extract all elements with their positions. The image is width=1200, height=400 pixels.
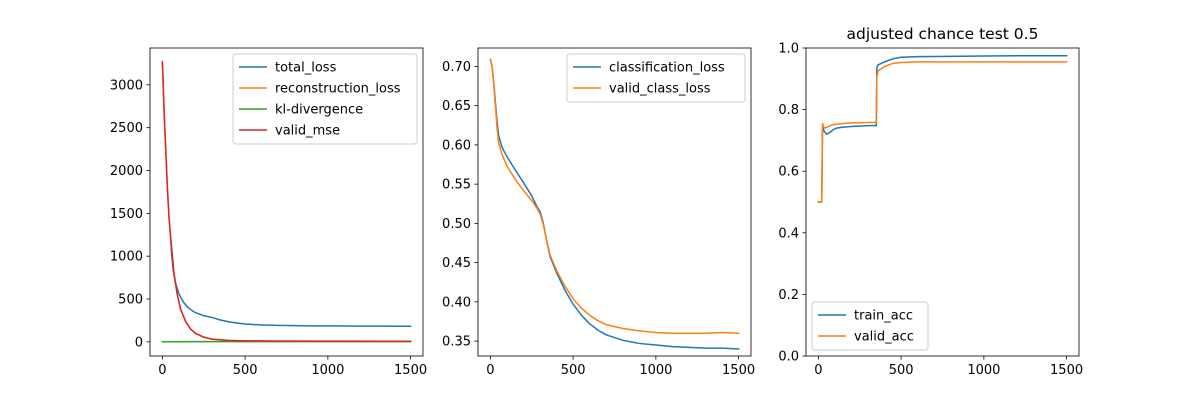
legend-label-classification-loss: classification_loss — [609, 61, 725, 76]
legend-frame — [811, 301, 929, 351]
x-tick-label: 1500 — [722, 363, 755, 378]
y-tick-label: 1.0 — [778, 42, 799, 57]
y-tick-label: 0.8 — [778, 103, 799, 118]
legend: train_acc valid_acc — [811, 301, 929, 351]
legend-frame — [566, 53, 746, 103]
y-tick-label: 0.50 — [442, 217, 471, 232]
x-tick-label: 0 — [486, 363, 494, 378]
y-tick-label: 2500 — [110, 121, 143, 136]
x-tick-label: 1000 — [639, 363, 672, 378]
x-tick-label: 500 — [233, 363, 258, 378]
classification-loss-subplot: 0 500 1000 1500 0.35 0.40 0.45 0.50 0.55 0.60 0.65… — [442, 47, 755, 378]
axes-frame — [477, 47, 752, 357]
x-tick-label: 0 — [814, 363, 822, 378]
x-tick-label: 1000 — [967, 363, 1000, 378]
series-line-total-loss — [169, 237, 412, 327]
y-tick-label: 3000 — [110, 78, 143, 93]
x-tick-label: 500 — [561, 363, 586, 378]
legend-label-valid-mse: valid_mse — [275, 124, 340, 139]
series-lines — [161, 60, 412, 343]
series-line-train-acc — [817, 54, 1068, 203]
legend-label-train-acc: train_acc — [854, 309, 913, 324]
y-tick-label: 500 — [118, 293, 143, 308]
legend-label-valid-class-loss: valid_class_loss — [609, 82, 711, 97]
y-tick-label: 0.40 — [442, 295, 471, 310]
x-tick-label: 1000 — [311, 363, 344, 378]
series-line-valid-class-loss — [489, 58, 740, 335]
x-tick-label: 1500 — [1050, 363, 1083, 378]
y-tick-label: 0.2 — [778, 288, 799, 303]
x-tick-label: 1500 — [394, 363, 427, 378]
series-line-valid-acc — [817, 61, 1068, 203]
series-lines — [489, 58, 740, 350]
chart-title: adjusted chance test 0.5 — [847, 25, 1039, 43]
y-tick-label: 0.55 — [442, 178, 471, 193]
legend-label-total-loss: total_loss — [275, 61, 337, 76]
legend: classification_loss valid_class_loss — [566, 53, 746, 103]
y-tick-label: 0.65 — [442, 99, 471, 114]
legend-frame — [232, 53, 418, 145]
legend: total_loss reconstruction_loss kl-divergen… — [232, 53, 418, 145]
x-tick-label: 0 — [158, 363, 166, 378]
series-line-valid-mse — [161, 60, 412, 343]
y-tick-label: 0 — [135, 335, 143, 350]
y-tick-label: 0.0 — [778, 350, 799, 365]
x-tick-label: 500 — [889, 363, 914, 378]
legend-label-kl-divergence: kl-divergence — [275, 103, 363, 118]
axes-frame — [805, 47, 1080, 357]
y-tick-label: 0.6 — [778, 165, 799, 180]
y-tick-label: 1500 — [110, 207, 143, 222]
legend-label-valid-acc: valid_acc — [854, 330, 914, 345]
accuracy-subplot: 0 500 1000 1500 0.0 0.2 0.4 0.6 0.8 1.0 adjusted c… — [778, 25, 1083, 378]
y-tick-label: 1000 — [110, 250, 143, 265]
y-tick-label: 0.4 — [778, 226, 799, 241]
y-tick-label: 0.35 — [442, 335, 471, 350]
legend-label-reconstruction-loss: reconstruction_loss — [275, 82, 401, 97]
y-tick-label: 2000 — [110, 164, 143, 179]
series-lines — [817, 54, 1068, 203]
loss-subplot: 0 500 1000 1500 0 500 1000 1500 2000 2500 3000 tota… — [110, 47, 427, 378]
y-tick-label: 0.60 — [442, 138, 471, 153]
axes-frame — [149, 47, 424, 357]
y-tick-label: 0.70 — [442, 60, 471, 75]
y-tick-label: 0.45 — [442, 256, 471, 271]
